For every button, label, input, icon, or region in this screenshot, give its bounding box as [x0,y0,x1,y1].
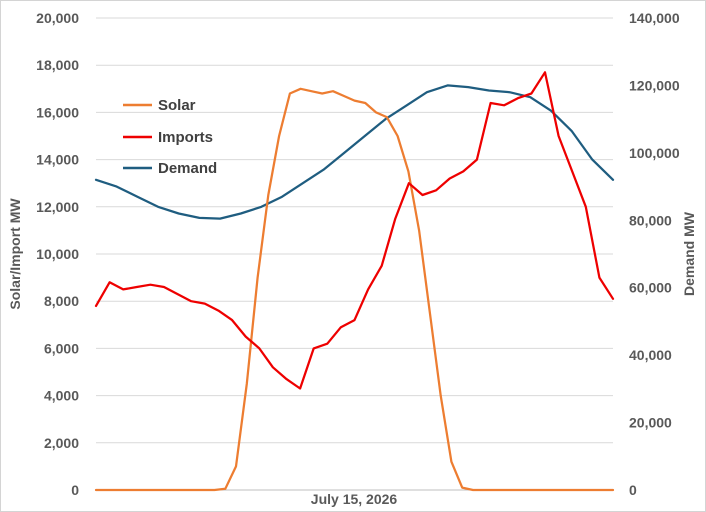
y2-tick-label: 0 [629,482,637,498]
y-tick-label: 20,000 [36,10,79,26]
gridlines [96,17,613,444]
y-axis-title: Solar/Import MW [7,198,23,310]
y-tick-label: 0 [71,482,79,498]
y-tick-label: 18,000 [36,57,79,73]
y2-tick-label: 20,000 [629,415,672,431]
y-tick-label: 8,000 [44,293,79,309]
right-y-axis-ticks: 0 20,000 40,000 60,000 80,000 100,000 120,000 1… [629,10,680,498]
series-lines [94,71,615,492]
y-tick-label: 2,000 [44,435,79,451]
y2-tick-label: 140,000 [629,10,680,26]
y2-tick-label: 120,000 [629,77,680,93]
y2-tick-label: 60,000 [629,280,672,296]
y-tick-label: 10,000 [36,246,79,262]
legend: Solar Imports Demand [123,97,217,177]
y-tick-label: 12,000 [36,199,79,215]
y2-tick-label: 100,000 [629,145,680,161]
y2-tick-label: 80,000 [629,212,672,228]
series-line-solar [94,87,615,492]
series-line-demand [94,84,615,220]
y2-tick-label: 40,000 [629,347,672,363]
legend-imports-label: Imports [158,129,213,146]
y-tick-label: 6,000 [44,340,79,356]
series-line-imports [94,71,615,390]
y2-axis-title: Demand MW [681,211,697,296]
legend-solar-label: Solar [158,97,196,114]
legend-demand-label: Demand [158,160,217,177]
y-tick-label: 4,000 [44,388,79,404]
y-tick-label: 16,000 [36,104,79,120]
x-axis-title: July 15, 2026 [311,491,398,507]
y-tick-label: 14,000 [36,152,79,168]
left-y-axis-ticks: 0 2,000 4,000 6,000 8,000 10,000 12,000 14,000 1… [36,10,79,498]
